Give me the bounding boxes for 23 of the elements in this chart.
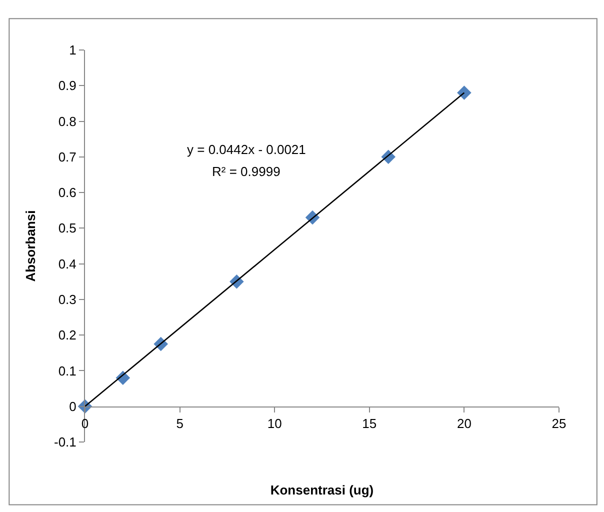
y-tick-label: 0.1	[58, 363, 76, 378]
y-tick-label: -0.1	[54, 434, 76, 450]
y-tick-label: 0.2	[58, 328, 76, 343]
annotation: y = 0.0442x - 0.0021	[187, 142, 306, 157]
x-tick-label: 25	[552, 416, 566, 431]
y-tick-label: 1	[69, 42, 76, 58]
y-tick-label: 0.5	[58, 220, 76, 236]
point	[457, 86, 472, 100]
x-tick-label: 5	[176, 416, 184, 431]
y-tick-label: 0.8	[58, 114, 76, 129]
y-tick-label: 0.4	[58, 256, 76, 272]
x-tick-label: 10	[267, 416, 282, 431]
x-tick-label: 20	[456, 416, 472, 431]
y-axis-title: Absorbansi	[22, 210, 38, 282]
x-axis-title: Konsentrasi (ug)	[270, 482, 374, 498]
y-tick-label: 0	[69, 398, 76, 414]
y-tick-label: 0.9	[58, 78, 76, 94]
x-tick-label: 15	[362, 416, 377, 431]
y-tick-label: 0.6	[58, 185, 76, 200]
y-tick-label: 0.7	[58, 149, 76, 164]
y-tick-label: 0.3	[58, 292, 76, 307]
annotation: R² = 0.9999	[212, 164, 280, 179]
x-tick-label: 0	[81, 416, 89, 431]
